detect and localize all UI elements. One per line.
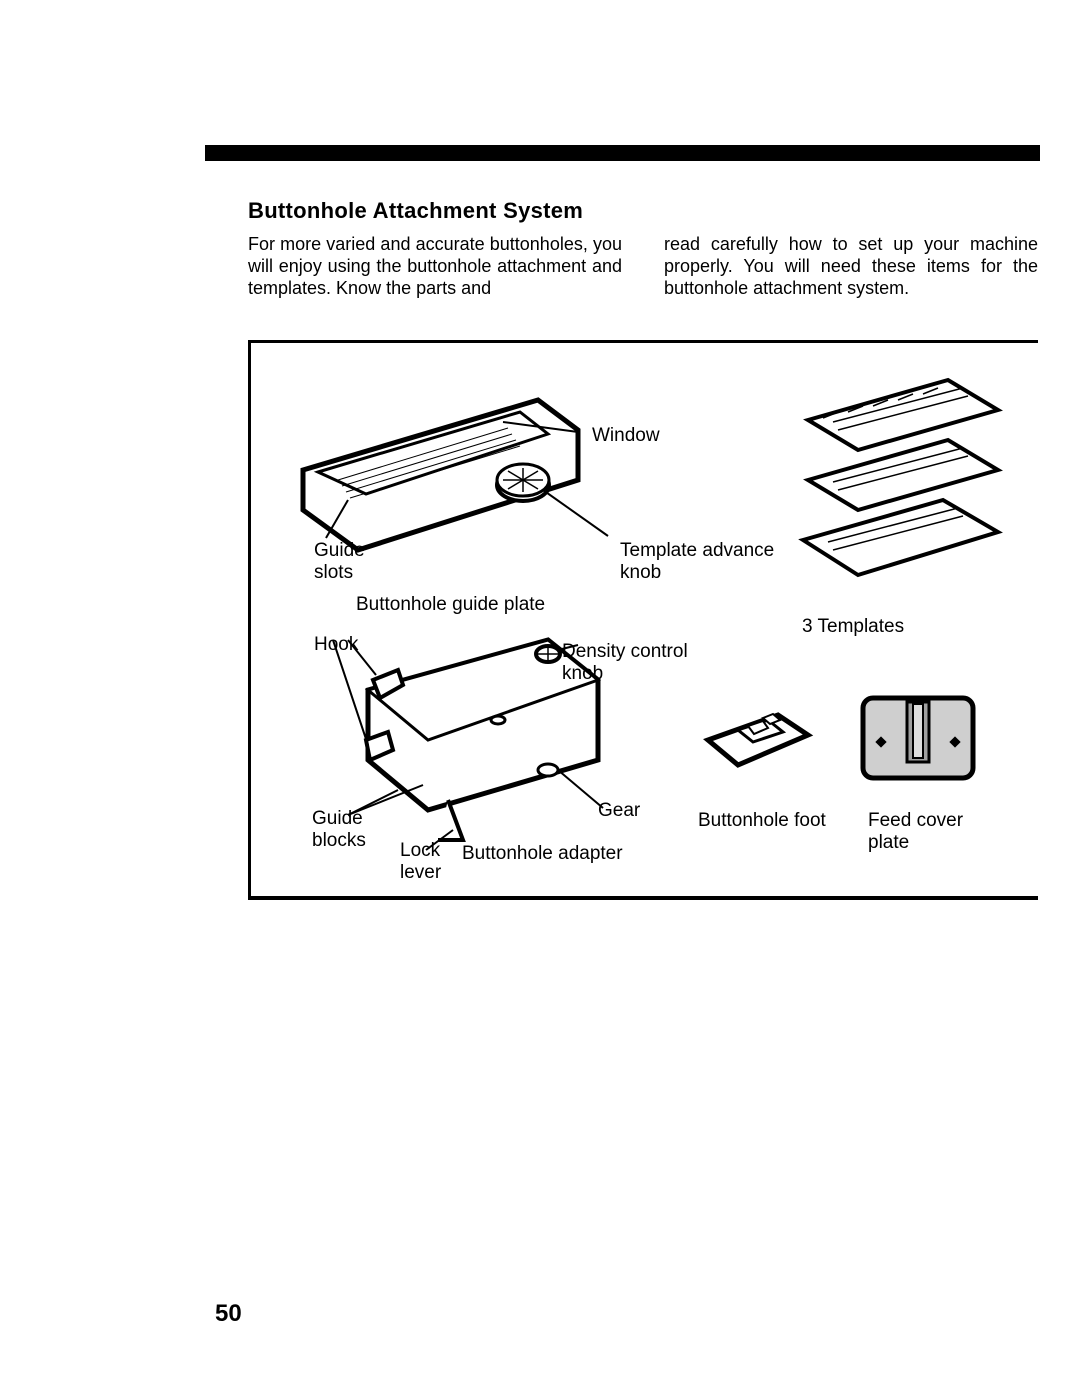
label-buttonhole-foot: Buttonhole foot [698, 810, 826, 832]
buttonhole-guide-plate-shape [303, 400, 608, 550]
label-hook: Hook [314, 634, 358, 656]
header-rule [205, 145, 1040, 161]
label-window: Window [592, 425, 660, 447]
label-buttonhole-adapter: Buttonhole adapter [462, 843, 623, 865]
section-title: Buttonhole Attachment System [248, 198, 583, 224]
label-guide-slots: Guide slots [314, 540, 365, 585]
label-buttonhole-guide-plate: Buttonhole guide plate [356, 594, 545, 616]
manual-page: Buttonhole Attachment System For more va… [0, 0, 1080, 1397]
body-col-2: read carefully how to set up your machin… [664, 234, 1038, 300]
body-text: For more varied and accurate buttonholes… [248, 234, 1038, 300]
label-3-templates: 3 Templates [802, 616, 904, 638]
label-density-control-knob: Density control knob [562, 641, 688, 686]
label-feed-cover-plate: Feed cover plate [868, 810, 963, 855]
label-lock-lever: Lock lever [400, 840, 441, 885]
templates-shape [803, 380, 998, 575]
label-template-advance-knob: Template advance knob [620, 540, 774, 585]
page-number: 50 [215, 1300, 242, 1328]
buttonhole-foot-shape [708, 714, 808, 765]
body-col-1: For more varied and accurate buttonholes… [248, 234, 622, 300]
label-guide-blocks: Guide blocks [312, 808, 366, 853]
label-gear: Gear [598, 800, 640, 822]
feed-cover-plate-shape [863, 698, 973, 778]
